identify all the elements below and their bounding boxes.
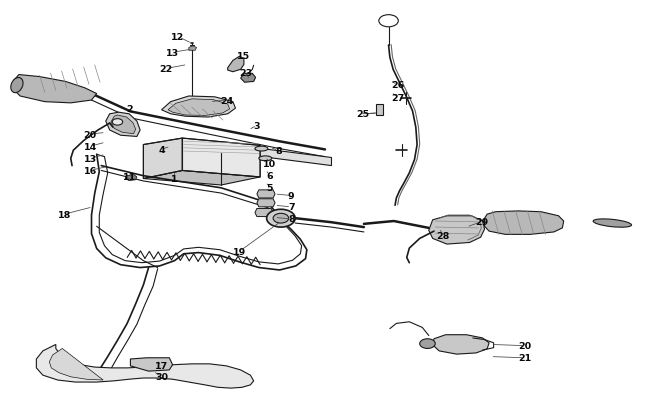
Circle shape	[379, 16, 398, 28]
Polygon shape	[14, 75, 97, 104]
Polygon shape	[188, 47, 196, 51]
Circle shape	[273, 214, 289, 224]
Text: 11: 11	[122, 173, 136, 182]
Text: 13: 13	[84, 154, 97, 163]
Text: 21: 21	[518, 354, 532, 362]
Polygon shape	[111, 116, 136, 134]
Text: 20: 20	[518, 341, 531, 350]
Polygon shape	[125, 175, 137, 181]
Text: 16: 16	[84, 166, 97, 175]
Ellipse shape	[593, 220, 632, 228]
Text: 23: 23	[239, 69, 252, 78]
Text: 9: 9	[288, 192, 294, 200]
Polygon shape	[162, 97, 235, 118]
Ellipse shape	[259, 156, 272, 161]
Polygon shape	[257, 190, 275, 198]
Polygon shape	[257, 199, 275, 207]
Polygon shape	[168, 100, 229, 116]
Polygon shape	[227, 57, 244, 72]
Polygon shape	[49, 349, 103, 380]
Text: 27: 27	[391, 94, 404, 103]
Text: 14: 14	[84, 142, 97, 151]
Circle shape	[420, 339, 436, 349]
Polygon shape	[131, 358, 173, 371]
Text: 5: 5	[266, 183, 273, 192]
Text: 18: 18	[58, 210, 71, 219]
Text: 7: 7	[288, 203, 294, 212]
Text: 1: 1	[171, 175, 178, 183]
Text: 20: 20	[84, 130, 97, 139]
Text: 8: 8	[288, 215, 294, 224]
Polygon shape	[36, 345, 254, 388]
Text: 12: 12	[170, 32, 184, 41]
Text: 22: 22	[159, 65, 173, 74]
Polygon shape	[484, 211, 564, 235]
Text: 8: 8	[275, 146, 281, 156]
Text: 30: 30	[155, 372, 168, 382]
Text: 13: 13	[166, 49, 179, 58]
Text: 10: 10	[263, 159, 276, 168]
Text: 3: 3	[254, 122, 260, 130]
Polygon shape	[376, 105, 384, 116]
Polygon shape	[144, 139, 182, 179]
Text: 6: 6	[266, 171, 273, 180]
Text: 25: 25	[356, 110, 369, 119]
Polygon shape	[429, 216, 484, 245]
Polygon shape	[255, 209, 273, 217]
Text: 26: 26	[391, 81, 404, 90]
Circle shape	[112, 119, 123, 126]
Ellipse shape	[255, 147, 268, 151]
Polygon shape	[433, 335, 489, 354]
Polygon shape	[144, 171, 260, 185]
Text: 24: 24	[220, 96, 233, 105]
Text: 19: 19	[233, 247, 246, 256]
Text: 28: 28	[436, 231, 450, 240]
Circle shape	[266, 210, 295, 228]
Text: 4: 4	[158, 145, 165, 155]
Text: 15: 15	[237, 52, 250, 61]
Polygon shape	[106, 113, 140, 137]
Text: 17: 17	[155, 362, 168, 371]
Polygon shape	[182, 139, 260, 177]
Text: 29: 29	[475, 217, 489, 226]
Polygon shape	[202, 144, 332, 166]
Ellipse shape	[11, 78, 23, 94]
Polygon shape	[240, 74, 255, 83]
Text: 2: 2	[126, 105, 133, 114]
